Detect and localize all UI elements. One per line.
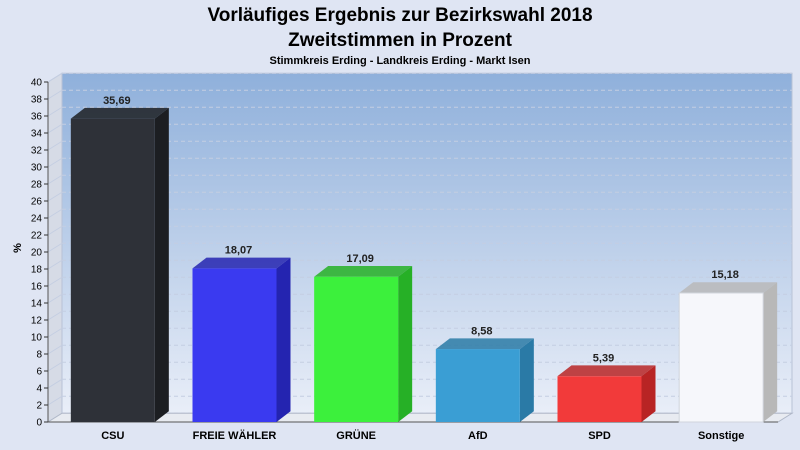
bar-top-sonstige — [679, 282, 778, 293]
y-tick-label: 18 — [31, 265, 43, 276]
gridline-side — [47, 310, 63, 321]
chart-subtitle: Stimmkreis Erding - Landkreis Erding - M… — [269, 55, 530, 67]
gridline-side — [47, 242, 63, 253]
x-tick-label: CSU — [101, 430, 124, 442]
bar-spd — [557, 376, 642, 422]
y-tick-label: 16 — [31, 282, 43, 293]
bar-top-spd — [557, 365, 656, 377]
y-tick-label: 10 — [31, 333, 43, 344]
chart-title: Vorläufiges Ergebnis zur Bezirkswahl 201… — [207, 5, 592, 26]
gridline-side — [47, 157, 63, 168]
x-tick-label: FREIE WÄHLER — [193, 429, 277, 442]
y-tick-label: 32 — [31, 146, 43, 157]
gridline-side — [47, 259, 63, 270]
gridline-side — [47, 106, 63, 117]
bar-side-sonstige — [763, 282, 778, 422]
y-tick-label: 30 — [31, 163, 43, 174]
y-tick-label: 34 — [31, 129, 43, 140]
bar-side-freie-wähler — [276, 257, 291, 422]
x-tick-label: GRÜNE — [336, 429, 376, 442]
bar-side-afd — [519, 338, 534, 422]
y-tick-label: 24 — [31, 214, 43, 225]
bar-csu — [70, 118, 155, 422]
x-tick-label: Sonstige — [698, 430, 744, 442]
gridline-side — [47, 225, 63, 236]
y-tick-label: 8 — [36, 350, 42, 361]
gridline-side — [47, 378, 63, 389]
y-tick-label: 36 — [31, 112, 43, 123]
bar-top-afd — [435, 338, 534, 350]
gridline-side — [47, 191, 63, 202]
bar-top-grüne — [314, 265, 413, 277]
gridline-side — [47, 123, 63, 134]
y-tick-label: 26 — [31, 197, 43, 208]
gridline-side — [47, 89, 63, 100]
bar-freie-wähler — [192, 268, 277, 422]
bar-side-spd — [641, 365, 656, 422]
bar-grüne — [314, 276, 399, 422]
bar-sonstige — [678, 292, 764, 423]
y-tick-label: 4 — [36, 384, 42, 395]
x-tick-label: AfD — [468, 430, 488, 442]
gridline-side — [47, 276, 63, 287]
y-tick-label: 20 — [31, 248, 43, 259]
gridline-side — [47, 344, 63, 355]
gridline-side — [47, 293, 63, 304]
bar-afd — [435, 349, 520, 422]
y-tick-label: 6 — [36, 367, 42, 378]
value-label: 35,69 — [103, 95, 131, 107]
x-tick-label: SPD — [588, 430, 611, 442]
value-label: 18,07 — [225, 245, 253, 257]
y-tick-label: 28 — [31, 180, 43, 191]
bar-side-csu — [154, 107, 169, 422]
y-tick-label: 40 — [31, 78, 43, 89]
y-tick-label: 22 — [31, 231, 43, 242]
plot-area: 024681012141618202224262830323436384035,… — [31, 72, 794, 442]
value-label: 17,09 — [346, 253, 374, 265]
value-label: 8,58 — [471, 325, 492, 337]
y-tick-label: 0 — [36, 418, 42, 429]
y-tick-label: 38 — [31, 95, 43, 106]
gridline-side — [47, 327, 63, 338]
value-label: 15,18 — [711, 269, 739, 281]
bar-top-freie-wähler — [192, 257, 291, 269]
gridline-side — [47, 72, 63, 83]
bar-top-csu — [70, 107, 169, 119]
gridline-side — [47, 174, 63, 185]
chart-title-2: Zweitstimmen in Prozent — [288, 30, 512, 51]
y-axis-label: % — [12, 243, 24, 253]
gridline-side — [47, 395, 63, 406]
y-tick-label: 14 — [31, 299, 43, 310]
y-tick-label: 2 — [36, 401, 42, 412]
gridline-side — [47, 208, 63, 219]
y-tick-label: 12 — [31, 316, 43, 327]
gridline-side — [47, 361, 63, 372]
gridline-side — [47, 140, 63, 151]
bar-side-grüne — [398, 265, 413, 422]
value-label: 5,39 — [593, 352, 614, 364]
